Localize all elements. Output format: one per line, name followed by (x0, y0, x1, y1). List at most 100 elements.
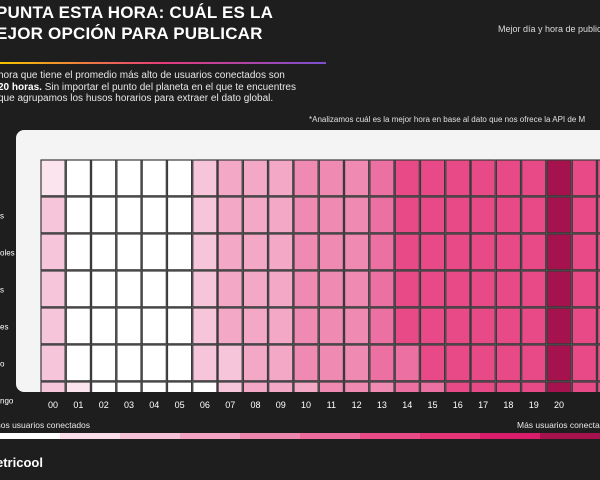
heatmap-cell (394, 307, 420, 345)
heatmap-cell (141, 381, 167, 392)
heatmap-cell (90, 381, 117, 392)
heatmap-cell (141, 233, 167, 271)
legend-swatch (180, 433, 240, 439)
heatmap-cell (40, 307, 66, 345)
heatmap-cell (293, 196, 319, 234)
heatmap-cell (571, 270, 597, 308)
legend-swatch (240, 433, 300, 439)
heatmap-cell (217, 196, 243, 234)
x-tick-label: 18 (503, 400, 513, 410)
heatmap-cell (344, 270, 370, 308)
heatmap-cell (268, 381, 294, 392)
heatmap-cell (394, 381, 420, 392)
heatmap-cell (596, 233, 600, 271)
heatmap-cell (318, 344, 344, 382)
heatmap-cell (470, 381, 496, 392)
heatmap-cell (419, 381, 446, 392)
heatmap-cell (419, 159, 446, 197)
x-tick-label: 17 (478, 400, 488, 410)
heatmap-cell (65, 344, 91, 382)
heatmap-cell (116, 344, 142, 382)
heatmap-cell (394, 270, 420, 308)
heatmap-cell (166, 159, 193, 197)
heatmap-cell (369, 270, 395, 308)
heatmap-cell (217, 381, 243, 392)
heatmap-cell (521, 196, 547, 234)
heatmap-cell (192, 270, 218, 308)
x-tick-label: 16 (453, 400, 463, 410)
legend-swatch (540, 433, 600, 439)
brand-logo: etricool (0, 455, 43, 470)
row-label: es (0, 323, 8, 332)
heatmap-cell (217, 344, 243, 382)
heatmap-cell (166, 270, 193, 308)
heatmap-cell (470, 307, 496, 345)
heatmap-cell (394, 196, 420, 234)
heatmap-cell (90, 159, 117, 197)
heatmap-cell (596, 159, 600, 197)
heatmap-chart (40, 159, 600, 392)
x-tick-label: 00 (48, 400, 58, 410)
heatmap-cell (470, 159, 496, 197)
heatmap-cell (141, 196, 167, 234)
heatmap-cell (318, 159, 344, 197)
heatmap-cell (596, 270, 600, 308)
heatmap-cell (394, 159, 420, 197)
heatmap-cell (116, 270, 142, 308)
heatmap-cell (546, 307, 572, 345)
heatmap-cell (116, 159, 142, 197)
heatmap-cell (65, 159, 91, 197)
heatmap-cell (166, 196, 193, 234)
heatmap-cell (445, 159, 471, 197)
heatmap-cell (596, 344, 600, 382)
heatmap-cell (495, 233, 522, 271)
x-tick-label: 03 (124, 400, 134, 410)
heatmap-cell (344, 233, 370, 271)
heatmap-cell (141, 307, 167, 345)
x-tick-label: 19 (529, 400, 539, 410)
x-tick-label: 07 (225, 400, 235, 410)
heatmap-cell (546, 233, 572, 271)
heatmap-cell (116, 307, 142, 345)
top-right-caption: Mejor día y hora de publica (498, 24, 600, 34)
heatmap-cell (445, 196, 471, 234)
heatmap-cell (90, 270, 117, 308)
legend-color-scale (0, 433, 600, 439)
heatmap-cell (394, 233, 420, 271)
heatmap-cell (141, 270, 167, 308)
heatmap-cell (65, 381, 91, 392)
heatmap-cell (141, 159, 167, 197)
heatmap-cell (344, 381, 370, 392)
x-tick-label: 15 (427, 400, 437, 410)
heatmap-cell (369, 196, 395, 234)
heatmap-cell (495, 159, 522, 197)
heatmap-cell (596, 196, 600, 234)
heatmap-cell (571, 307, 597, 345)
heatmap-cell (293, 159, 319, 197)
heatmap-cell (268, 307, 294, 345)
heatmap-cell (470, 233, 496, 271)
heatmap-cell (596, 307, 600, 345)
heatmap-cell (546, 196, 572, 234)
heatmap-cell (521, 270, 547, 308)
heatmap-cell (369, 159, 395, 197)
desc-line-1: hora que tiene el promedio más alto de u… (0, 70, 285, 81)
heatmap-cell (419, 270, 446, 308)
heatmap-cell (166, 233, 193, 271)
heatmap-cell (445, 344, 471, 382)
heatmap-cell (40, 344, 66, 382)
legend-more-label: Más usuarios conecta (517, 420, 600, 430)
heatmap-cell (192, 307, 218, 345)
x-tick-label: 06 (200, 400, 210, 410)
heatmap-cell (419, 344, 446, 382)
heatmap-cell (116, 381, 142, 392)
heatmap-cell (192, 159, 218, 197)
heatmap-cell (65, 196, 91, 234)
heatmap-cell (242, 381, 269, 392)
heatmap-cell (141, 344, 167, 382)
heatmap-cell (293, 270, 319, 308)
heatmap-cell (116, 196, 142, 234)
heatmap-cell (344, 196, 370, 234)
x-tick-label: 02 (99, 400, 109, 410)
x-tick-label: 01 (73, 400, 83, 410)
